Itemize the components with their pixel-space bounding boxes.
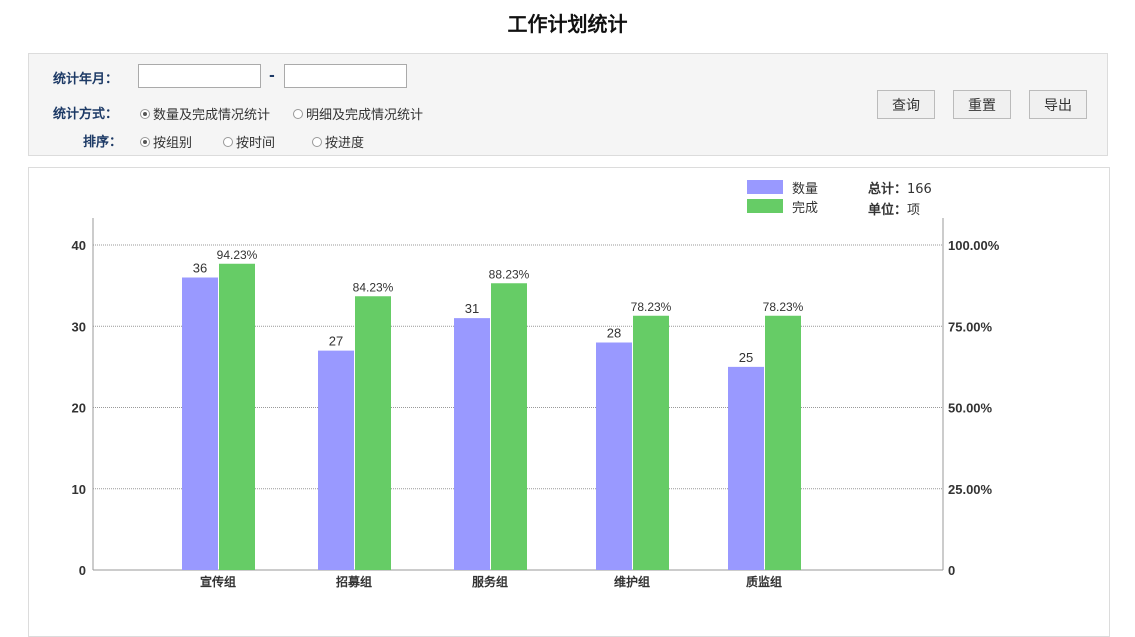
radio-unchecked-icon — [312, 136, 322, 147]
month-label: 统计年月： — [53, 72, 119, 87]
x-axis-tick-label: 质监组 — [746, 574, 782, 589]
data-label-count: 27 — [329, 334, 343, 349]
right-axis-tick-label: 25.00% — [948, 482, 993, 497]
legend-swatch-done — [747, 199, 783, 213]
reset-button[interactable]: 重置 — [953, 90, 1011, 119]
query-button[interactable]: 查询 — [877, 90, 935, 119]
method-option-label: 数量及完成情况统计 — [153, 108, 271, 123]
right-axis-tick-label: 75.00% — [948, 319, 993, 334]
total-summary: 总计：166 — [868, 178, 932, 197]
right-axis-tick-label: 100.00% — [948, 238, 1000, 253]
left-axis-tick-label: 0 — [79, 563, 86, 578]
data-label-done: 78.23% — [631, 300, 672, 314]
legend-label-done: 完成 — [792, 201, 819, 216]
unit-label: 单位： — [868, 203, 908, 218]
radio-checked-icon — [140, 108, 150, 119]
bar-done — [219, 263, 255, 570]
range-separator: - — [269, 68, 275, 84]
legend-swatch-count — [747, 180, 783, 194]
sort-option-label: 按时间 — [236, 136, 276, 151]
data-label-done: 84.23% — [353, 280, 394, 294]
x-axis-tick-label: 维护组 — [614, 574, 650, 589]
left-axis-tick-label: 30 — [72, 319, 86, 334]
data-label-done: 78.23% — [763, 300, 804, 314]
radio-unchecked-icon — [223, 136, 233, 147]
radio-unchecked-icon — [293, 108, 303, 119]
method-option-label: 明细及完成情况统计 — [306, 108, 424, 123]
bar-count — [182, 277, 218, 570]
bar-done — [355, 296, 391, 570]
left-axis-tick-label: 20 — [72, 401, 86, 416]
bar-count — [596, 342, 632, 570]
radio-checked-icon — [140, 136, 150, 147]
bar-done — [491, 283, 527, 570]
method-option-detail[interactable]: 明细及完成情况统计 — [293, 104, 423, 123]
data-label-count: 25 — [739, 350, 753, 365]
sort-option-label: 按组别 — [153, 136, 193, 151]
month-from-input[interactable] — [138, 64, 261, 88]
sort-option-progress[interactable]: 按进度 — [312, 132, 364, 151]
data-label-count: 28 — [607, 326, 621, 341]
method-label: 统计方式： — [53, 107, 119, 122]
legend-label-count: 数量 — [792, 182, 819, 197]
sort-option-group[interactable]: 按组别 — [140, 132, 192, 151]
export-button[interactable]: 导出 — [1029, 90, 1087, 119]
filter-panel: 统计年月： - 统计方式： 数量及完成情况统计 明细及完成情况统计 排序： 按组… — [28, 53, 1108, 156]
data-label-done: 94.23% — [217, 248, 258, 262]
x-axis-tick-label: 宣传组 — [200, 574, 236, 589]
data-label-done: 88.23% — [489, 267, 530, 281]
left-axis-tick-label: 40 — [72, 238, 86, 253]
right-axis-tick-label: 50.00% — [948, 401, 993, 416]
bar-count — [454, 318, 490, 570]
page-title: 工作计划统计 — [507, 12, 628, 36]
bar-count — [728, 366, 764, 570]
data-label-count: 31 — [465, 301, 479, 316]
left-axis-tick-label: 10 — [72, 482, 86, 497]
bar-done — [633, 315, 669, 570]
bar-count — [318, 350, 354, 570]
data-label-count: 36 — [193, 261, 207, 276]
total-label: 总计： — [868, 182, 908, 197]
unit-value: 项 — [907, 203, 921, 218]
total-value: 166 — [907, 182, 932, 197]
bar-done — [765, 315, 801, 570]
method-option-quantity[interactable]: 数量及完成情况统计 — [140, 104, 270, 123]
month-to-input[interactable] — [284, 64, 407, 88]
sort-label: 排序： — [83, 135, 123, 150]
x-axis-tick-label: 服务组 — [472, 574, 508, 589]
right-axis-tick-label: 0 — [948, 563, 955, 578]
sort-option-time[interactable]: 按时间 — [223, 132, 275, 151]
sort-option-label: 按进度 — [325, 136, 365, 151]
unit-summary: 单位：项 — [868, 199, 920, 218]
x-axis-tick-label: 招募组 — [336, 574, 372, 589]
